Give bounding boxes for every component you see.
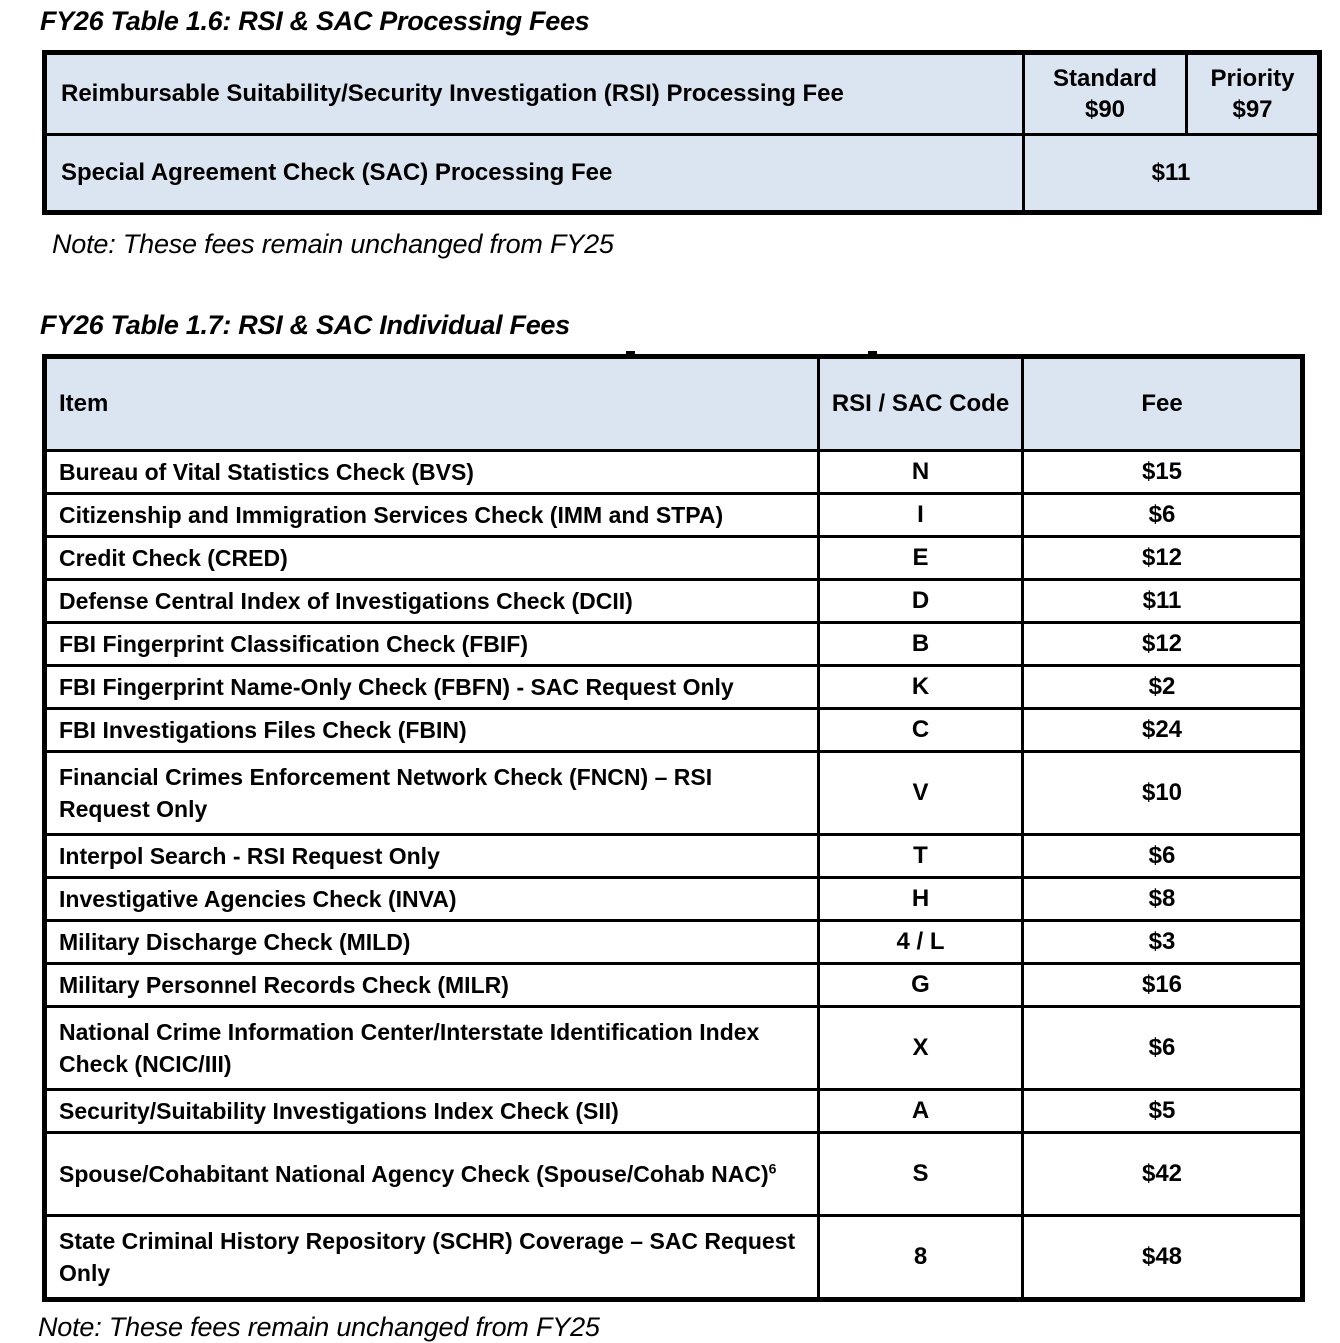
fee-cell: $15 — [1021, 449, 1304, 495]
fee-cell: $42 — [1021, 1131, 1304, 1217]
code-cell: 8 — [817, 1214, 1024, 1301]
item-label: Spouse/Cohabitant National Agency Check … — [59, 1161, 769, 1187]
table-row: Military Discharge Check (MILD) 4 / L $3 — [43, 919, 1304, 965]
fee-cell: $5 — [1021, 1088, 1304, 1134]
table-row: National Crime Information Center/Inters… — [43, 1005, 1304, 1091]
priority-label: Priority — [1210, 65, 1295, 92]
code-cell: A — [817, 1088, 1024, 1134]
item-cell: Military Discharge Check (MILD) — [43, 919, 820, 965]
item-cell: Defense Central Index of Investigations … — [43, 578, 820, 624]
table2-note: Note: These fees remain unchanged from F… — [38, 1312, 600, 1342]
item-cell: Credit Check (CRED) — [43, 535, 820, 581]
standard-fee-cell: Standard $90 — [1022, 51, 1188, 136]
code-cell: D — [817, 578, 1024, 624]
item-cell: Military Personnel Records Check (MILR) — [43, 962, 820, 1008]
item-cell: Security/Suitability Investigations Inde… — [43, 1088, 820, 1134]
item-cell: Citizenship and Immigration Services Che… — [43, 492, 820, 538]
table-row: State Criminal History Repository (SCHR)… — [43, 1214, 1304, 1301]
table-row: Interpol Search - RSI Request Only T $6 — [43, 833, 1304, 879]
standard-label: Standard — [1052, 65, 1157, 92]
item-cell: Spouse/Cohabitant National Agency Check … — [43, 1131, 820, 1217]
code-column-header: RSI / SAC Code — [817, 355, 1024, 452]
sac-processing-fee-label: Special Agreement Check (SAC) Processing… — [43, 133, 1025, 214]
code-cell: B — [817, 621, 1024, 667]
fee-cell: $12 — [1021, 535, 1304, 581]
table1-title: FY26 Table 1.6: RSI & SAC Processing Fee… — [40, 6, 590, 36]
individual-fees-table-wrapper: Item RSI / SAC Code Fee Bureau of Vital … — [0, 351, 1340, 1302]
priority-fee-value: $97 — [1232, 96, 1273, 123]
fee-cell: $10 — [1021, 750, 1304, 836]
individual-fees-table: Item RSI / SAC Code Fee Bureau of Vital … — [42, 354, 1305, 1302]
fee-cell: $6 — [1021, 492, 1304, 538]
code-cell: X — [817, 1005, 1024, 1091]
item-cell: FBI Fingerprint Name-Only Check (FBFN) -… — [43, 664, 820, 710]
item-cell: State Criminal History Repository (SCHR)… — [43, 1214, 820, 1301]
fee-cell: $6 — [1021, 833, 1304, 879]
fee-cell: $6 — [1021, 1005, 1304, 1091]
item-cell: FBI Fingerprint Classification Check (FB… — [43, 621, 820, 667]
code-cell: C — [817, 707, 1024, 753]
item-cell: Financial Crimes Enforcement Network Che… — [43, 750, 820, 836]
code-cell: N — [817, 449, 1024, 495]
fee-cell: $2 — [1021, 664, 1304, 710]
footnote-marker: 6 — [768, 1160, 777, 1177]
code-cell: H — [817, 876, 1024, 922]
code-cell: G — [817, 962, 1024, 1008]
sac-processing-fee-row: Special Agreement Check (SAC) Processing… — [43, 133, 1321, 214]
code-cell: 4 / L — [817, 919, 1024, 965]
fee-cell: $8 — [1021, 876, 1304, 922]
code-cell: K — [817, 664, 1024, 710]
code-cell: S — [817, 1131, 1024, 1217]
table-row: Bureau of Vital Statistics Check (BVS) N… — [43, 449, 1304, 495]
table-row: Credit Check (CRED) E $12 — [43, 535, 1304, 581]
priority-fee-cell: Priority $97 — [1185, 51, 1321, 136]
table-row: Citizenship and Immigration Services Che… — [43, 492, 1304, 538]
code-cell: E — [817, 535, 1024, 581]
table-row: FBI Fingerprint Name-Only Check (FBFN) -… — [43, 664, 1304, 710]
fee-cell: $11 — [1021, 578, 1304, 624]
item-cell: FBI Investigations Files Check (FBIN) — [43, 707, 820, 753]
sac-fee-value: $11 — [1022, 133, 1321, 214]
fee-cell: $48 — [1021, 1214, 1304, 1301]
item-column-header: Item — [43, 355, 820, 452]
rsi-processing-fee-row: Reimbursable Suitability/Security Invest… — [43, 51, 1321, 136]
code-cell: I — [817, 492, 1024, 538]
item-cell: Bureau of Vital Statistics Check (BVS) — [43, 449, 820, 495]
table-row: Defense Central Index of Investigations … — [43, 578, 1304, 624]
fee-column-header: Fee — [1021, 355, 1304, 452]
fee-cell: $16 — [1021, 962, 1304, 1008]
table-row: Financial Crimes Enforcement Network Che… — [43, 750, 1304, 836]
item-cell: National Crime Information Center/Inters… — [43, 1005, 820, 1091]
table-row: Military Personnel Records Check (MILR) … — [43, 962, 1304, 1008]
fee-cell: $24 — [1021, 707, 1304, 753]
table-row: Investigative Agencies Check (INVA) H $8 — [43, 876, 1304, 922]
rsi-processing-fee-label: Reimbursable Suitability/Security Invest… — [43, 51, 1025, 136]
fee-cell: $12 — [1021, 621, 1304, 667]
column-marker-artifact — [868, 351, 877, 355]
code-cell: V — [817, 750, 1024, 836]
fee-cell: $3 — [1021, 919, 1304, 965]
item-cell: Investigative Agencies Check (INVA) — [43, 876, 820, 922]
code-cell: T — [817, 833, 1024, 879]
header-row: Item RSI / SAC Code Fee — [43, 355, 1304, 452]
table-row: FBI Investigations Files Check (FBIN) C … — [43, 707, 1304, 753]
table-row: Spouse/Cohabitant National Agency Check … — [43, 1131, 1304, 1217]
processing-fees-table: Reimbursable Suitability/Security Invest… — [42, 50, 1322, 215]
table-row: Security/Suitability Investigations Inde… — [43, 1088, 1304, 1134]
standard-fee-value: $90 — [1084, 96, 1126, 123]
table2-title: FY26 Table 1.7: RSI & SAC Individual Fee… — [40, 310, 570, 340]
column-marker-artifact — [626, 351, 635, 355]
table-row: FBI Fingerprint Classification Check (FB… — [43, 621, 1304, 667]
table1-note: Note: These fees remain unchanged from F… — [52, 229, 614, 259]
item-cell: Interpol Search - RSI Request Only — [43, 833, 820, 879]
